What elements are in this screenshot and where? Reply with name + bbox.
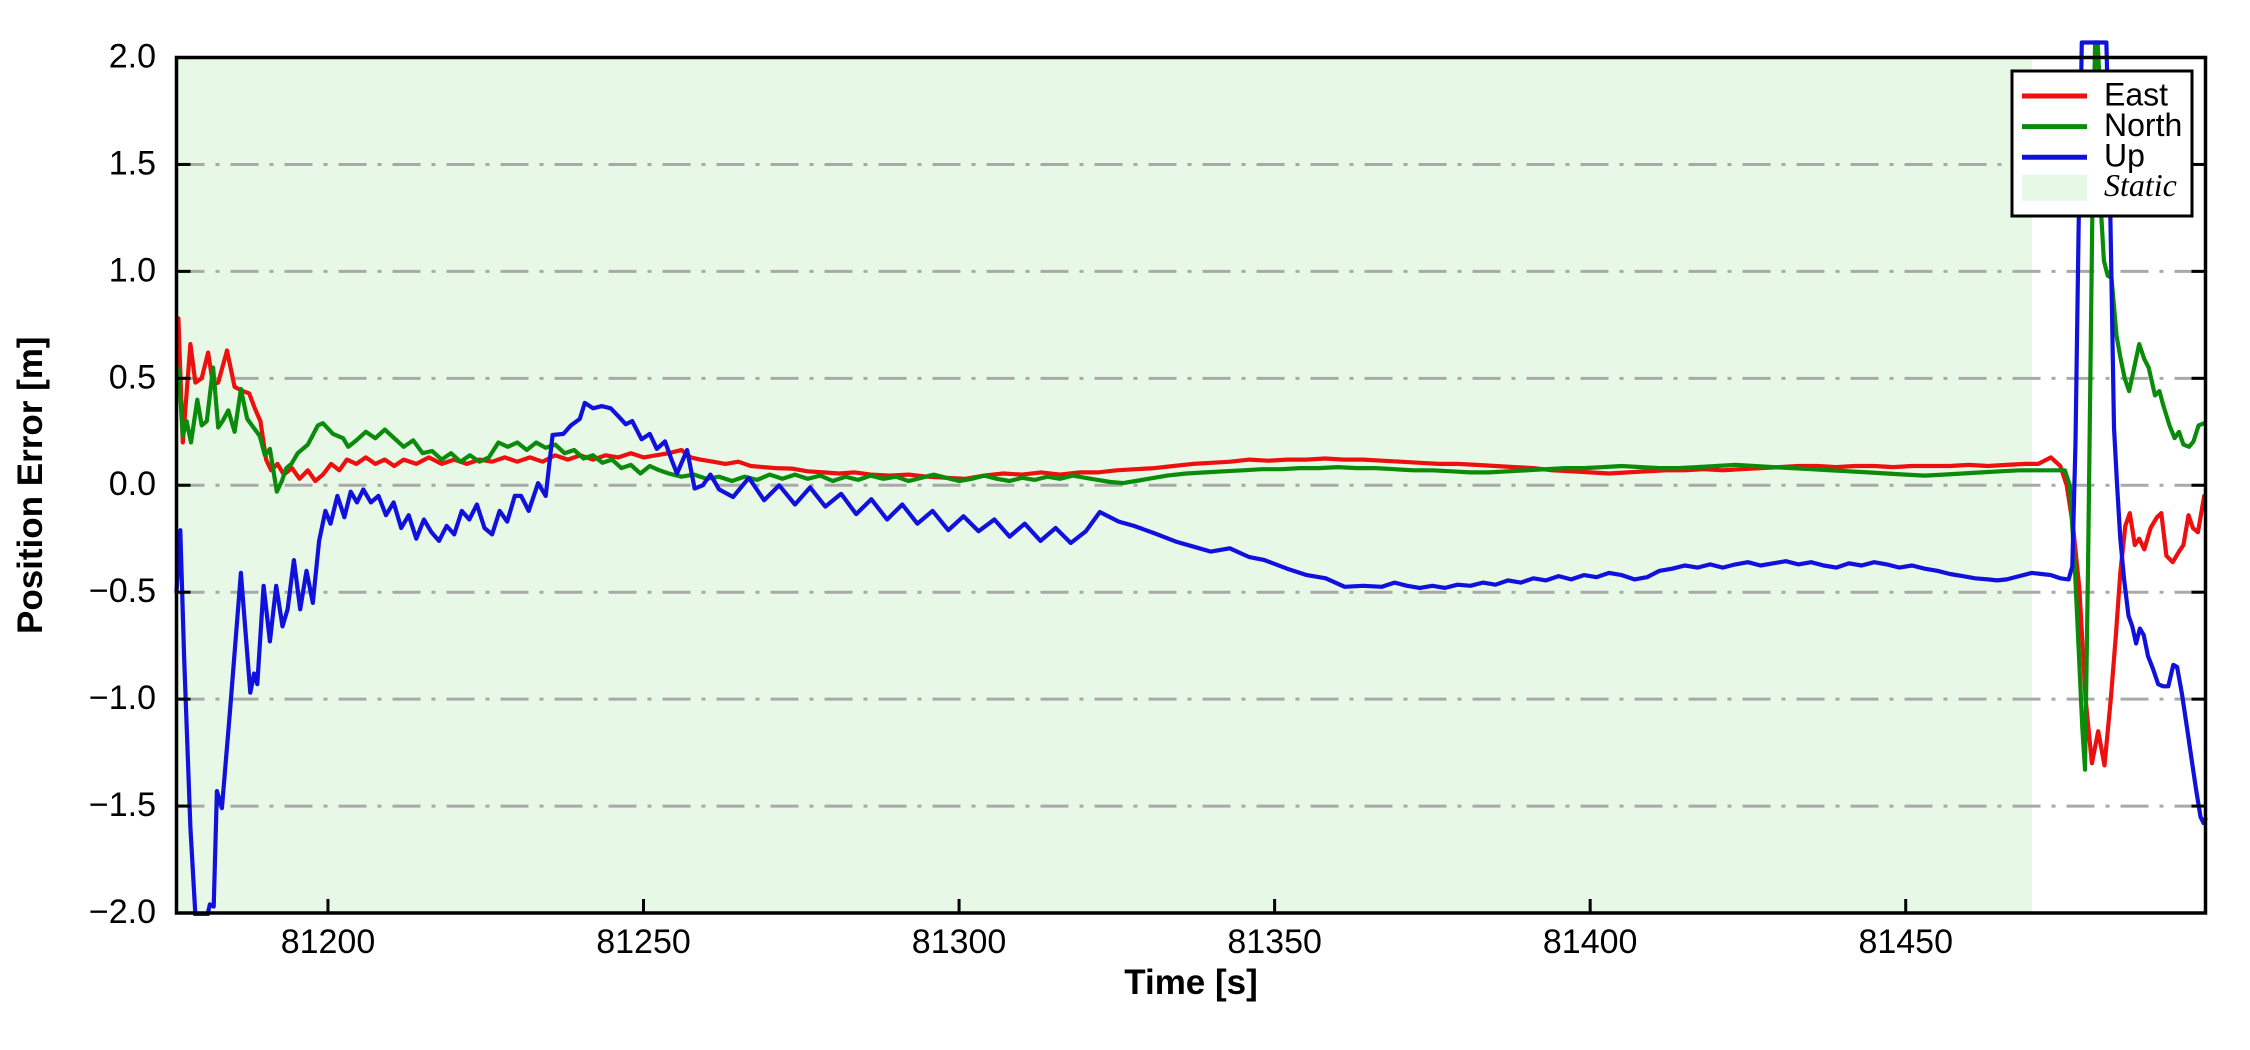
x-tick-label-81450: 81450 <box>1858 923 1953 961</box>
series-group <box>174 40 2208 916</box>
legend-label-north: North <box>2104 107 2182 143</box>
y-axis-label: Position Error [m] <box>11 336 50 634</box>
x-tick-label-81350: 81350 <box>1227 923 1322 961</box>
y-tick-label-1.0: 1.0 <box>109 251 156 289</box>
legend-label-east: East <box>2104 76 2168 112</box>
y-tick-label-0.0: 0.0 <box>109 465 156 503</box>
series-line-north <box>176 40 2207 772</box>
y-tick-label-−0.5: −0.5 <box>89 572 156 610</box>
legend-label-up: Up <box>2104 138 2145 174</box>
series-line-east <box>176 316 2207 768</box>
y-gridlines <box>176 162 2206 808</box>
legend-item-up: Up <box>2022 138 2145 174</box>
y-tick-label-1.5: 1.5 <box>109 144 156 182</box>
x-tick-label-81300: 81300 <box>912 923 1007 961</box>
legend-item-east: East <box>2022 76 2168 112</box>
ticks <box>176 56 2206 915</box>
x-axis-label: Time [s] <box>1124 963 1258 1002</box>
legend-item-static: Static <box>2022 167 2177 203</box>
x-tick-label-81200: 81200 <box>281 923 376 961</box>
y-tick-label-−1.0: −1.0 <box>89 679 156 717</box>
y-tick-label-0.5: 0.5 <box>109 358 156 396</box>
legend-item-north: North <box>2022 107 2182 143</box>
y-tick-label-−1.5: −1.5 <box>89 786 156 824</box>
x-tick-label-81400: 81400 <box>1543 923 1638 961</box>
legend-label-static: Static <box>2104 167 2177 203</box>
y-tick-label-−2.0: −2.0 <box>89 893 156 931</box>
x-tick-label-81250: 81250 <box>596 923 691 961</box>
tick-labels: 81200 81250 81300 81350 81400 81450 −2.0 −1.5 −1… <box>89 37 1953 961</box>
series-line-up <box>174 40 2208 916</box>
y-tick-label-2.0: 2.0 <box>109 37 156 75</box>
legend-patch-sample-static <box>2022 174 2087 201</box>
